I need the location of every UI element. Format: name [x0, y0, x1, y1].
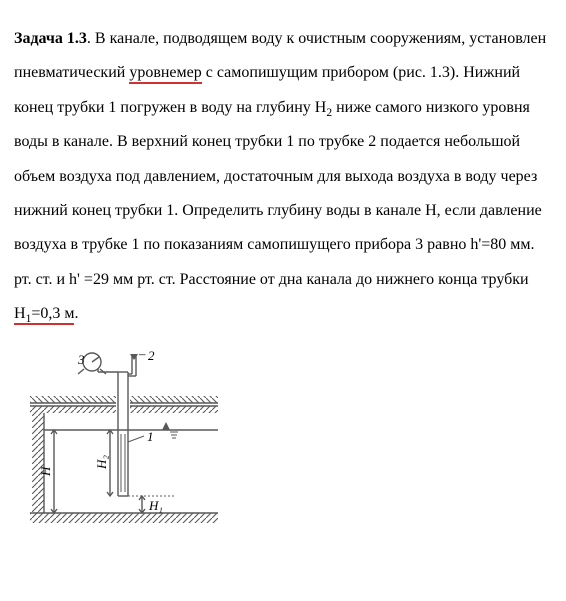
- problem-p1c: ниже самого низкого уровня воды в канале…: [14, 99, 542, 288]
- underline-urovnemer: уровнемер: [129, 64, 201, 84]
- problem-text: Задача 1.3. В канале, подводящем воду к …: [14, 22, 548, 332]
- fig-dash-2: –: [138, 350, 146, 361]
- fig-label-1: 1: [147, 429, 154, 444]
- figure-svg: 3 – 2 1 H H₂ H₁: [20, 350, 220, 530]
- figure-1-3: 3 – 2 1 H H₂ H₁: [20, 350, 548, 530]
- problem-heading: Задача 1.3: [14, 30, 87, 47]
- fig-dim-H2: H₂: [94, 454, 109, 469]
- fig-dim-H1: H₁: [148, 498, 163, 513]
- underline-h1: H1=0,3: [14, 305, 64, 325]
- page: Задача 1.3. В канале, подводящем воду к …: [0, 0, 566, 601]
- fig-label-2: 2: [148, 350, 155, 363]
- fig-label-3: 3: [77, 352, 85, 367]
- h1-b: =0,3: [31, 305, 64, 322]
- problem-p1d: .: [74, 305, 78, 322]
- underline-m: м: [64, 305, 74, 325]
- fig-dim-H: H: [38, 466, 53, 477]
- h1-a: H: [14, 305, 26, 322]
